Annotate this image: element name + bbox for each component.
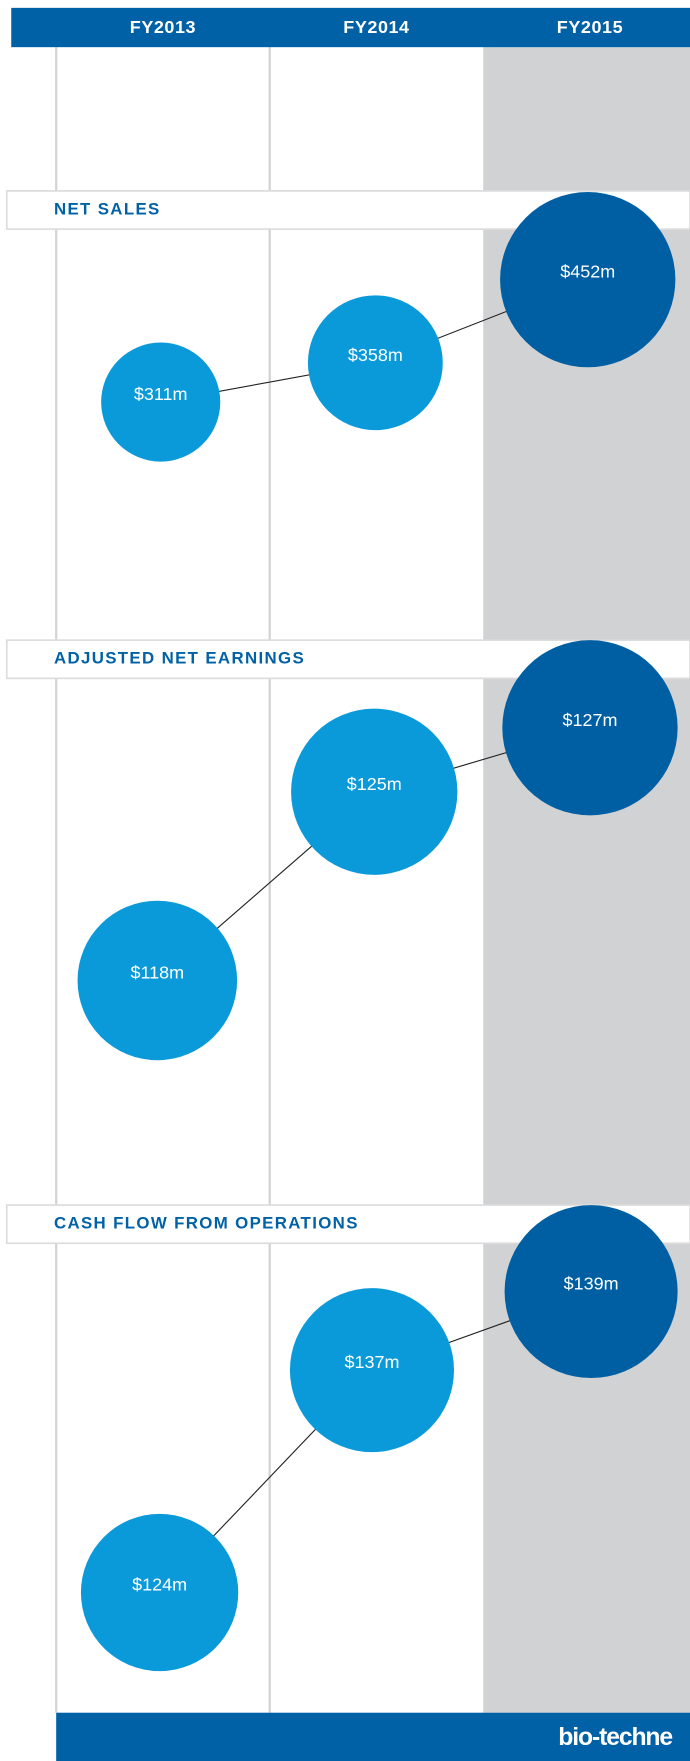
- value-label: $124m: [132, 1575, 187, 1595]
- bubble: [502, 640, 678, 816]
- section-title: ADJUSTED NET EARNINGS: [54, 649, 305, 668]
- bubble: [101, 342, 221, 462]
- bubble: [289, 1288, 455, 1453]
- column-header: FY2014: [343, 17, 409, 37]
- value-label: $125m: [347, 774, 402, 794]
- bubble: [307, 295, 443, 431]
- column-header: FY2013: [130, 17, 196, 37]
- bubble: [291, 708, 458, 875]
- bubble: [504, 1205, 678, 1379]
- bubble: [500, 192, 676, 368]
- bubble: [77, 900, 238, 1061]
- footer-bar: [56, 1712, 690, 1761]
- value-label: $137m: [344, 1352, 399, 1372]
- value-label: $311m: [134, 384, 188, 404]
- column-header: FY2015: [557, 17, 623, 37]
- value-label: $118m: [131, 962, 185, 982]
- value-label: $127m: [562, 710, 617, 730]
- brand-logo: bio-techne: [558, 1724, 672, 1751]
- section-title: NET SALES: [54, 199, 161, 218]
- section-title: CASH FLOW FROM OPERATIONS: [54, 1214, 359, 1233]
- bubble: [80, 1513, 239, 1672]
- header-bar: [11, 7, 690, 48]
- value-label: $358m: [348, 345, 403, 365]
- value-label: $139m: [564, 1274, 619, 1294]
- value-label: $452m: [560, 262, 615, 282]
